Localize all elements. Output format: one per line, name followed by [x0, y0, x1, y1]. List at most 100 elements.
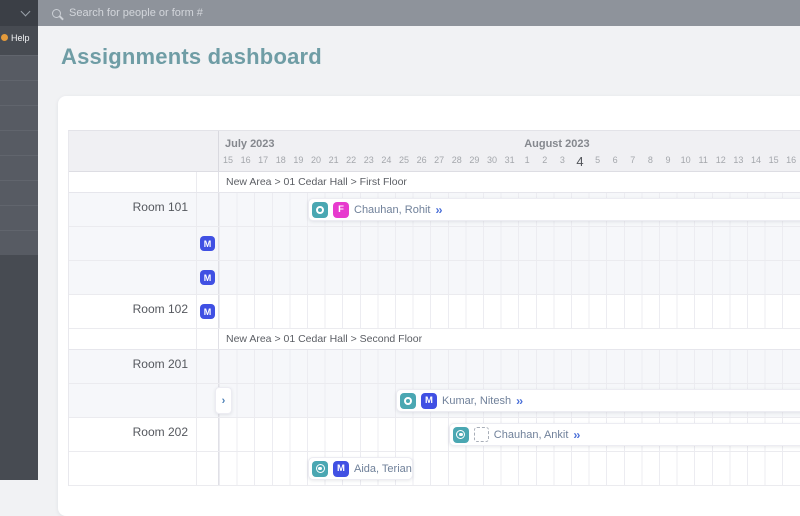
assignments-gantt: July 2023 15 16 17 18 19 20 21 22 23 24 25 26 27 28 29 3… — [68, 130, 800, 486]
timeline-row — [219, 227, 800, 260]
topbar — [0, 0, 800, 26]
group-row: New Area > 01 Cedar Hall > First Floor — [69, 172, 800, 193]
help-icon — [1, 34, 8, 41]
day-cell: 21 — [328, 155, 339, 165]
gantt-body: New Area > 01 Cedar Hall > First Floor Ro… — [69, 172, 800, 486]
timeline-row — [219, 350, 800, 383]
slot-cell: M — [197, 227, 219, 260]
timeline-header-spacer — [69, 131, 219, 171]
day-cell: 7 — [630, 155, 636, 165]
slot-cell: M — [197, 261, 219, 294]
assignment-label: Aida, Teriann t — [354, 462, 412, 475]
sidebar-menu — [0, 55, 38, 255]
maintenance-badge-icon[interactable]: M — [333, 460, 349, 477]
day-cell: 1 — [524, 155, 530, 165]
day-cell: 10 — [680, 155, 691, 165]
room-label: Room 101 — [69, 193, 197, 226]
day-cell: 24 — [381, 155, 392, 165]
sidebar-collapse-header[interactable] — [0, 0, 38, 26]
timeline-row — [219, 261, 800, 294]
day-cell: 14 — [750, 155, 761, 165]
day-cell: 16 — [240, 155, 251, 165]
maintenance-badge-icon[interactable]: M — [200, 270, 215, 285]
expand-details-icon[interactable]: ›› — [573, 427, 580, 442]
sidebar-item-help[interactable]: Help — [0, 26, 38, 55]
chevron-down-icon[interactable] — [20, 6, 31, 17]
day-cell: 30 — [486, 155, 497, 165]
sidebar-item[interactable] — [0, 55, 38, 80]
search-input[interactable] — [69, 7, 469, 19]
timeline-row: M Aida, Teriann t — [219, 452, 800, 485]
assignment-label: Kumar, Nitesh — [442, 394, 512, 407]
day-cell: 12 — [715, 155, 726, 165]
continued-bar[interactable]: › — [215, 387, 232, 414]
sidebar-item[interactable] — [0, 230, 38, 255]
sidebar: Help — [0, 26, 38, 480]
slot-cell: M — [197, 295, 219, 328]
group-path-cell: New Area > 01 Cedar Hall > Second Floor — [219, 329, 800, 349]
slot-cell — [197, 452, 219, 485]
form-badge-icon[interactable]: F — [333, 201, 349, 218]
month-label: July 2023 — [225, 138, 275, 150]
assignment-bar[interactable]: F Chauhan, Rohit ›› — [308, 198, 800, 221]
timeline-header: July 2023 15 16 17 18 19 20 21 22 23 24 25 26 27 28 29 3… — [69, 131, 800, 172]
day-cell: 13 — [733, 155, 744, 165]
sidebar-item[interactable] — [0, 180, 38, 205]
day-cell: 16 — [786, 155, 797, 165]
occupancy-bullseye-icon — [312, 460, 328, 477]
group-icon-cell — [197, 329, 219, 349]
day-cell: 27 — [434, 155, 445, 165]
group-path: New Area > 01 Cedar Hall > Second Floor — [226, 333, 423, 345]
day-cell: 6 — [612, 155, 618, 165]
expand-details-icon[interactable]: ›› — [435, 202, 442, 217]
room-row: M — [69, 227, 800, 261]
timeline-row: › M Kumar, Nitesh ›› — [215, 384, 800, 417]
sidebar-item[interactable] — [0, 155, 38, 180]
day-cell: 19 — [293, 155, 304, 165]
assignment-bar[interactable]: M Kumar, Nitesh ›› — [396, 389, 800, 412]
day-cell: 18 — [275, 155, 286, 165]
assignment-bar[interactable]: M Aida, Teriann t — [308, 457, 413, 480]
main-content: Assignments dashboard July 2023 15 16 17 18 1… — [38, 26, 800, 516]
room-label-cell — [69, 384, 197, 417]
maintenance-badge-icon[interactable]: M — [421, 392, 437, 409]
icon-shape — [456, 430, 466, 439]
assignments-card: July 2023 15 16 17 18 19 20 21 22 23 24 25 26 27 28 29 3… — [58, 96, 800, 516]
assignment-label: Chauhan, Ankit — [493, 428, 569, 441]
timeline-row — [219, 295, 800, 328]
room-label-cell — [69, 227, 197, 260]
day-cell: 15 — [768, 155, 779, 165]
maintenance-badge-icon[interactable]: M — [200, 304, 215, 319]
sidebar-item[interactable] — [0, 130, 38, 155]
assignment-bar[interactable]: Chauhan, Ankit ›› — [448, 423, 800, 446]
day-cell-today: 4 — [576, 154, 584, 169]
month-label: August 2023 — [524, 138, 590, 150]
room-row: Room 202 Chauhan, Ankit ›› — [69, 418, 800, 452]
room-label: Room 201 — [69, 350, 197, 383]
sidebar-item[interactable] — [0, 80, 38, 105]
group-path: New Area > 01 Cedar Hall > First Floor — [226, 176, 407, 188]
global-search-bar — [38, 0, 800, 26]
room-row: Room 102 M — [69, 295, 800, 329]
slot-cell — [197, 193, 219, 226]
day-cell: 26 — [416, 155, 427, 165]
timeline-row: F Chauhan, Rohit ›› — [219, 193, 800, 226]
slot-cell — [197, 350, 219, 383]
group-label-cell — [69, 172, 197, 192]
day-cell: 2 — [542, 155, 548, 165]
timeline-row: Chauhan, Ankit ›› — [219, 418, 800, 451]
day-cell: 23 — [363, 155, 374, 165]
room-row: Room 201 — [69, 350, 800, 384]
slot-cell — [197, 418, 219, 451]
maintenance-badge-icon[interactable]: M — [200, 236, 215, 251]
room-row: M Aida, Teriann t — [69, 452, 800, 486]
expand-details-icon[interactable]: ›› — [516, 393, 523, 408]
page-title: Assignments dashboard — [61, 44, 322, 69]
day-cell: 22 — [346, 155, 357, 165]
icon-shape — [316, 205, 324, 214]
group-path-cell: New Area > 01 Cedar Hall > First Floor — [219, 172, 800, 192]
sidebar-item[interactable] — [0, 205, 38, 230]
group-icon-cell — [197, 172, 219, 192]
day-cell: 11 — [698, 155, 708, 165]
sidebar-item[interactable] — [0, 105, 38, 130]
